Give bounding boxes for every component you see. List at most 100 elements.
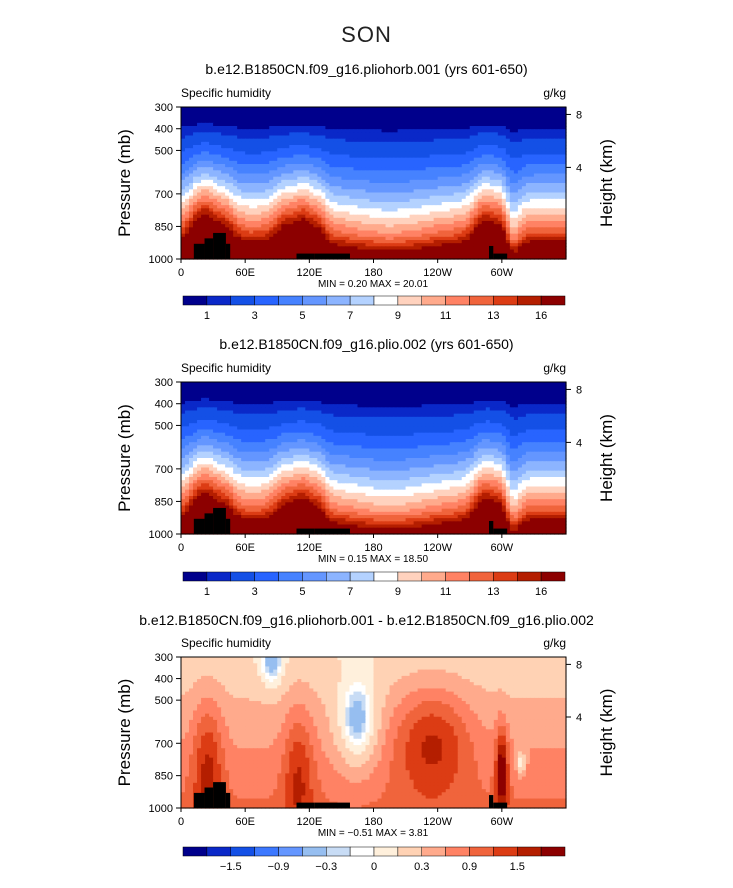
field-cell bbox=[537, 107, 543, 111]
field-cell bbox=[513, 116, 519, 121]
field-cell bbox=[401, 107, 407, 111]
field-cell bbox=[225, 126, 230, 130]
field-cell bbox=[413, 132, 419, 137]
field-cell bbox=[429, 110, 435, 114]
field-cell bbox=[265, 126, 270, 130]
field-cell bbox=[333, 110, 339, 114]
field-cell bbox=[465, 116, 471, 121]
field-cell bbox=[417, 129, 423, 133]
field-cell bbox=[413, 116, 419, 121]
field-cell bbox=[425, 135, 431, 140]
field-cell bbox=[373, 110, 379, 114]
field-cell bbox=[557, 113, 563, 118]
field-cell bbox=[381, 129, 387, 133]
field-cell bbox=[437, 129, 443, 133]
field-cell bbox=[265, 116, 270, 121]
field-cell bbox=[245, 107, 250, 111]
field-cell bbox=[461, 135, 467, 140]
field-cell bbox=[449, 116, 455, 121]
field-cell bbox=[253, 126, 258, 130]
field-cell bbox=[269, 135, 274, 140]
field-cell bbox=[229, 119, 234, 124]
y-tick-label: 500 bbox=[155, 145, 173, 157]
field-cell bbox=[381, 116, 387, 121]
field-cell bbox=[193, 119, 198, 124]
field-cell bbox=[285, 113, 290, 118]
field-cell bbox=[509, 122, 515, 127]
field-cell bbox=[473, 116, 479, 121]
field-cell bbox=[541, 110, 547, 114]
field-cell bbox=[549, 132, 555, 137]
field-cell bbox=[409, 122, 415, 127]
field-cell bbox=[357, 135, 363, 140]
field-cell bbox=[513, 126, 519, 130]
field-cell bbox=[533, 116, 539, 121]
colorbar-swatch bbox=[230, 295, 255, 306]
field-cell bbox=[433, 135, 439, 140]
field-cell bbox=[281, 107, 286, 111]
field-cell bbox=[393, 135, 399, 140]
field-cell bbox=[557, 122, 563, 127]
field-cell bbox=[413, 107, 419, 111]
field-cell bbox=[501, 107, 507, 111]
field-cell bbox=[425, 116, 431, 121]
field-cell bbox=[261, 116, 266, 121]
field-cell bbox=[529, 107, 535, 111]
field-cell bbox=[525, 132, 531, 137]
field-cell bbox=[537, 122, 543, 127]
field-cell bbox=[277, 126, 282, 130]
colorbar-swatch bbox=[278, 295, 303, 306]
field-cell bbox=[193, 132, 198, 137]
field-cell bbox=[369, 116, 375, 121]
field-cell bbox=[561, 135, 567, 140]
field-cell bbox=[265, 138, 270, 143]
field-cell bbox=[293, 107, 298, 111]
field-cell bbox=[525, 107, 531, 111]
field-cell bbox=[437, 122, 443, 127]
field-cell bbox=[229, 138, 234, 143]
field-cell bbox=[377, 132, 383, 137]
field-cell bbox=[377, 122, 383, 127]
field-cell bbox=[201, 122, 206, 127]
variable-label: Specific humidity bbox=[181, 86, 271, 100]
field-cell bbox=[537, 110, 543, 114]
field-cell bbox=[209, 119, 214, 124]
field-cell bbox=[469, 107, 475, 111]
field-cell bbox=[205, 119, 210, 124]
field-cell bbox=[381, 119, 387, 124]
field-cell bbox=[249, 132, 254, 137]
field-cell bbox=[537, 116, 543, 121]
field-cell bbox=[489, 132, 495, 137]
field-cell bbox=[321, 132, 326, 137]
field-cell bbox=[481, 135, 487, 140]
field-cell bbox=[209, 132, 214, 137]
field-cell bbox=[389, 107, 395, 111]
field-cell bbox=[249, 138, 254, 143]
field-cell bbox=[369, 122, 375, 127]
field-cell bbox=[189, 107, 194, 111]
field-cell bbox=[473, 110, 479, 114]
field-cell bbox=[509, 135, 515, 140]
field-cell bbox=[501, 135, 507, 140]
field-cell bbox=[497, 119, 503, 124]
field-cell bbox=[517, 107, 523, 111]
field-cell bbox=[197, 107, 202, 111]
field-cell bbox=[493, 107, 499, 111]
field-cell bbox=[517, 129, 523, 133]
field-cell bbox=[357, 132, 363, 137]
field-cell bbox=[281, 132, 286, 137]
field-cell bbox=[465, 132, 471, 137]
field-cell bbox=[477, 126, 483, 130]
field-cell bbox=[369, 126, 375, 130]
field-cell bbox=[217, 113, 222, 118]
field-cell bbox=[241, 119, 246, 124]
units-label: g/kg bbox=[543, 86, 566, 100]
field-cell bbox=[473, 135, 479, 140]
field-cell bbox=[521, 119, 527, 124]
field-cell bbox=[305, 122, 310, 127]
field-cell bbox=[241, 113, 246, 118]
field-cell bbox=[409, 135, 415, 140]
field-cell bbox=[481, 107, 487, 111]
field-cell bbox=[553, 107, 559, 111]
field-cell bbox=[461, 132, 467, 137]
